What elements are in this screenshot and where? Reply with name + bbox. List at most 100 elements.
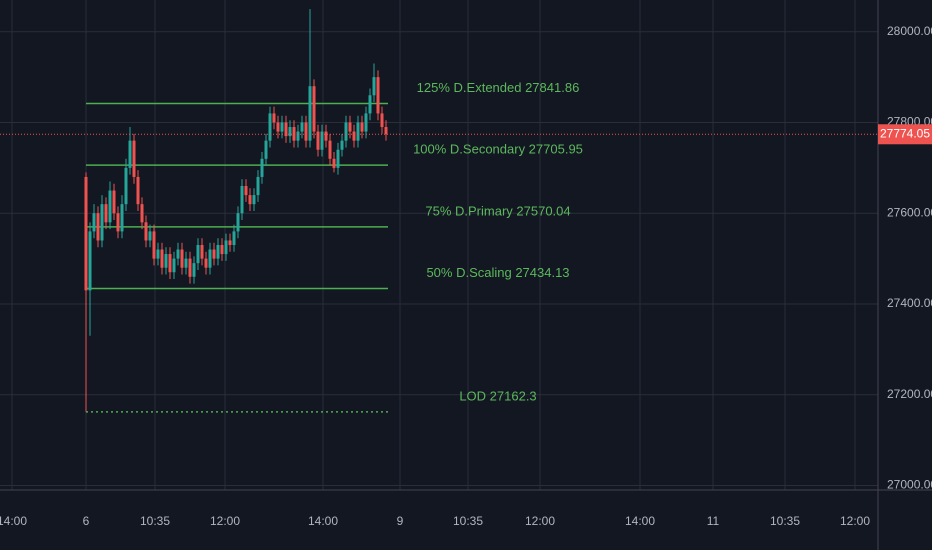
candle-body bbox=[348, 122, 352, 132]
candle-body bbox=[260, 158, 264, 177]
level-label: LOD 27162.3 bbox=[459, 388, 536, 403]
candle-body bbox=[368, 95, 372, 114]
x-tick-label: 6 bbox=[83, 514, 90, 528]
candle-body bbox=[252, 195, 256, 205]
candle-body bbox=[264, 140, 268, 159]
candle-body bbox=[144, 222, 148, 241]
candle-body bbox=[280, 122, 284, 132]
y-tick-label: 27200.00 bbox=[887, 387, 932, 401]
candle-body bbox=[288, 127, 292, 137]
candle-body bbox=[148, 231, 152, 241]
candle-body bbox=[244, 186, 248, 196]
candle-body bbox=[296, 131, 300, 141]
candle-body bbox=[100, 204, 104, 241]
candle-body bbox=[248, 195, 252, 205]
candle-body bbox=[272, 113, 276, 123]
candle-body bbox=[176, 249, 180, 259]
candle-body bbox=[300, 122, 304, 132]
candle-body bbox=[88, 231, 92, 291]
x-tick-label: 11 bbox=[707, 514, 720, 528]
candle-body bbox=[284, 122, 288, 137]
candle-body bbox=[196, 245, 200, 264]
candle-body bbox=[160, 249, 164, 268]
candle-body bbox=[372, 77, 376, 96]
candle-body bbox=[256, 176, 260, 196]
candle-body bbox=[184, 258, 188, 268]
candle-body bbox=[384, 127, 388, 135]
candle-body bbox=[356, 122, 360, 141]
candle-body bbox=[116, 213, 120, 232]
candle-body bbox=[112, 190, 116, 214]
candle-body bbox=[172, 258, 176, 273]
candle-body bbox=[360, 122, 364, 132]
candle-body bbox=[228, 240, 232, 245]
candle-body bbox=[344, 122, 348, 141]
candle-body bbox=[380, 113, 384, 128]
candle-body bbox=[200, 245, 204, 259]
candle-body bbox=[128, 140, 132, 168]
level-label: 75% D.Primary 27570.04 bbox=[425, 203, 570, 218]
candle-body bbox=[304, 122, 308, 141]
candle-body bbox=[320, 131, 324, 150]
x-tick-label: 14:00 bbox=[0, 514, 27, 528]
candle-body bbox=[240, 186, 244, 214]
candle-body bbox=[192, 263, 196, 277]
candle-body bbox=[332, 158, 336, 168]
candle-body bbox=[336, 149, 340, 168]
level-label: 125% D.Extended 27841.86 bbox=[417, 80, 580, 95]
y-tick-label: 27400.00 bbox=[887, 296, 932, 310]
candle-body bbox=[308, 86, 312, 141]
x-tick-label: 10:35 bbox=[770, 514, 800, 528]
candle-body bbox=[376, 77, 380, 114]
candle-body bbox=[104, 204, 108, 223]
candle-body bbox=[316, 131, 320, 150]
candle-body bbox=[212, 249, 216, 259]
candle-body bbox=[156, 249, 160, 259]
candle-body bbox=[224, 240, 228, 255]
candle-body bbox=[152, 231, 156, 259]
candle-body bbox=[96, 213, 100, 241]
candle-body bbox=[268, 113, 272, 141]
candle-body bbox=[92, 213, 96, 232]
candle-body bbox=[364, 113, 368, 132]
x-tick-label: 12:00 bbox=[210, 514, 240, 528]
candle-body bbox=[108, 190, 112, 223]
level-label: 50% D.Scaling 27434.13 bbox=[426, 265, 569, 280]
x-tick-label: 12:00 bbox=[525, 514, 555, 528]
x-tick-label: 10:35 bbox=[453, 514, 483, 528]
candle-body bbox=[180, 249, 184, 268]
candle-body bbox=[140, 204, 144, 223]
candle-body bbox=[164, 254, 168, 268]
y-tick-label: 27000.00 bbox=[887, 478, 932, 492]
candle-body bbox=[132, 140, 136, 177]
candle-body bbox=[168, 254, 172, 273]
candle-body bbox=[276, 122, 280, 132]
candle-body bbox=[220, 245, 224, 255]
y-tick-label: 28000.00 bbox=[887, 24, 932, 38]
candle-body bbox=[340, 140, 344, 150]
last-price-label: 27774.05 bbox=[880, 126, 930, 140]
candle-body bbox=[352, 131, 356, 141]
candle-body bbox=[232, 231, 236, 245]
last-price-box bbox=[878, 124, 932, 145]
candle-body bbox=[208, 249, 212, 268]
x-tick-label: 10:35 bbox=[140, 514, 170, 528]
candle-body bbox=[188, 258, 192, 277]
x-tick-label: 9 bbox=[397, 514, 404, 528]
level-label: 100% D.Secondary 27705.95 bbox=[413, 142, 583, 157]
x-tick-label: 12:00 bbox=[840, 514, 870, 528]
candle-body bbox=[216, 245, 220, 259]
candle-body bbox=[136, 176, 140, 205]
candle-body bbox=[84, 176, 88, 291]
candle-body bbox=[204, 258, 208, 268]
x-tick-label: 14:00 bbox=[625, 514, 655, 528]
candle-body bbox=[324, 131, 328, 141]
candle-body bbox=[328, 140, 332, 159]
candle-body bbox=[120, 204, 124, 232]
y-tick-label: 27600.00 bbox=[887, 205, 932, 219]
x-tick-label: 14:00 bbox=[308, 514, 338, 528]
candle-body bbox=[236, 213, 240, 232]
candle-body bbox=[312, 86, 316, 132]
candle-body bbox=[124, 167, 128, 205]
